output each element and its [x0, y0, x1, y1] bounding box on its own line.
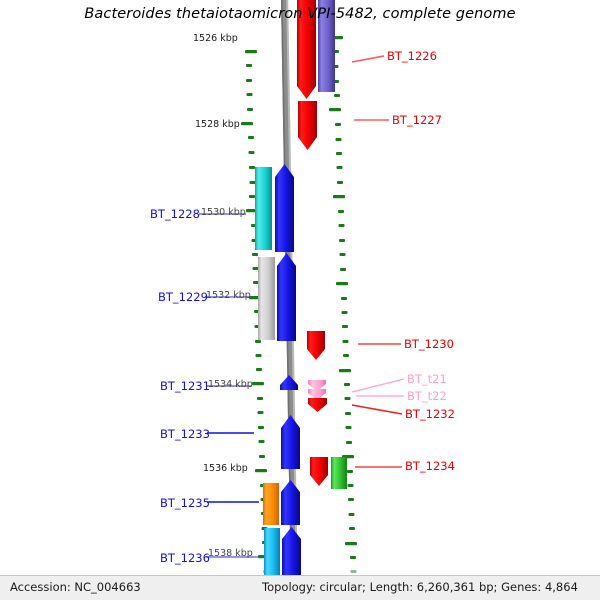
accession-text: Accession: NC_004663 [10, 580, 141, 594]
ruler-label: 1538 kbp [208, 548, 253, 559]
gene-label-bt-1226[interactable]: BT_1226 [387, 49, 437, 63]
gene-label-bt-1231[interactable]: BT_1231 [160, 379, 210, 393]
feature-bt-t22[interactable] [308, 389, 326, 400]
label-leader-lines-right [351, 55, 405, 468]
ruler-label: 1528 kbp [195, 119, 240, 130]
feature-bt-1233[interactable] [281, 415, 300, 469]
gene-label-bt-1229[interactable]: BT_1229 [158, 290, 208, 304]
feature-bt-1230[interactable] [307, 331, 325, 360]
gene-label-bt-1228[interactable]: BT_1228 [150, 207, 200, 221]
ruler-ticks-right [329, 36, 358, 600]
feature-bt-1234[interactable] [310, 457, 328, 486]
ruler-label: 1526 kbp [193, 33, 238, 44]
feature-bt-1235[interactable] [281, 480, 300, 525]
gene-label-bt-1227[interactable]: BT_1227 [392, 113, 442, 127]
ruler-label: 1536 kbp [203, 463, 248, 474]
status-bar: Accession: NC_004663 Topology: circular;… [0, 575, 600, 600]
ruler-label: 1534 kbp [208, 379, 253, 390]
gene-label-bt-1232[interactable]: BT_1232 [405, 407, 455, 421]
feature-bt-1226-domain[interactable] [318, 0, 335, 92]
ruler-label: 1532 kbp [206, 290, 251, 301]
ruler-label: 1530 kbp [201, 207, 246, 218]
feature-bt-t21[interactable] [308, 380, 326, 391]
feature-bt-1231[interactable] [280, 375, 298, 390]
gene-label-bt-1235[interactable]: BT_1235 [160, 496, 210, 510]
feature-bt-1234-domain[interactable] [331, 457, 347, 489]
feature-bt-1228[interactable] [275, 164, 294, 252]
gene-label-bt-1233[interactable]: BT_1233 [160, 427, 210, 441]
feature-bt-1229-domain[interactable] [258, 257, 275, 340]
gene-label-bt-1234[interactable]: BT_1234 [405, 459, 455, 473]
page-title: Bacteroides thetaiotaomicron VPI-5482, c… [84, 6, 516, 22]
feature-bt-1229[interactable] [277, 253, 296, 341]
feature-bt-1228-domain[interactable] [255, 167, 272, 250]
label-leader-lines-left [199, 213, 259, 558]
gene-label-bt-t21[interactable]: BT_t21 [407, 372, 447, 386]
feature-bt-1235-domain[interactable] [263, 483, 279, 525]
feature-bt-1226[interactable] [297, 0, 316, 99]
feature-bt-1227[interactable] [298, 101, 317, 150]
gene-label-bt-1236[interactable]: BT_1236 [160, 551, 210, 565]
gene-label-bt-1230[interactable]: BT_1230 [404, 337, 454, 351]
topology-text: Topology: circular; Length: 6,260,361 bp… [262, 580, 578, 594]
gene-label-bt-t22[interactable]: BT_t22 [407, 389, 447, 403]
feature-bt-1232[interactable] [308, 398, 327, 412]
